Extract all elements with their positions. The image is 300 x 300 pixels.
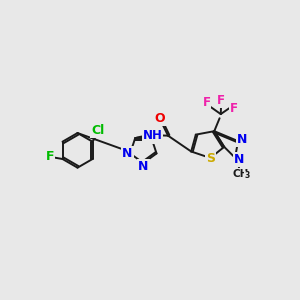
Text: S: S [206, 152, 215, 165]
Text: N: N [149, 130, 160, 143]
Text: O: O [154, 112, 164, 125]
Text: N: N [234, 153, 244, 166]
Text: F: F [217, 94, 225, 107]
Text: F: F [230, 102, 237, 115]
Text: Cl: Cl [91, 124, 104, 136]
Text: N: N [122, 147, 133, 160]
Text: N: N [237, 133, 247, 146]
Text: N: N [138, 160, 148, 172]
Text: F: F [46, 150, 54, 163]
Text: CH: CH [233, 169, 249, 179]
Text: NH: NH [142, 129, 163, 142]
Text: 3: 3 [244, 171, 250, 180]
Text: F: F [202, 97, 210, 110]
